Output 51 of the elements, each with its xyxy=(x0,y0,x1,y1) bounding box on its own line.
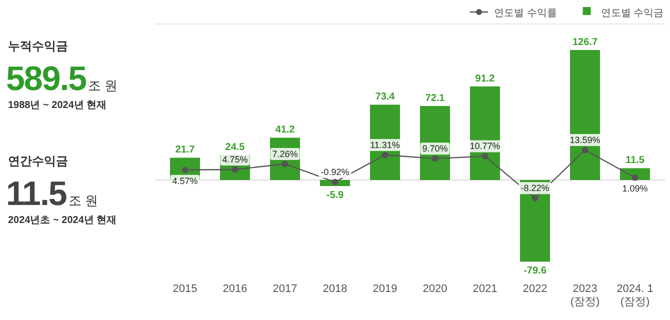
text: 조 원 xyxy=(88,78,118,93)
x-tick-label: 2018 xyxy=(322,283,348,295)
text: 589.5 xyxy=(6,60,86,98)
data-label: -8.22% xyxy=(520,183,550,194)
text: 11.5 xyxy=(6,175,66,213)
data-label: 11.5 xyxy=(626,155,645,166)
data-label: -0.92% xyxy=(320,167,350,178)
data-label: 91.2 xyxy=(475,73,496,84)
data-label: 24.5 xyxy=(225,142,246,153)
text: 조 원 xyxy=(68,193,98,208)
point xyxy=(332,178,338,186)
data-label: -79.6 xyxy=(524,266,547,277)
text: 연간수익금 xyxy=(8,154,68,168)
point xyxy=(632,174,638,181)
data-label: 21.7 xyxy=(175,144,196,156)
data-label: 1.09% xyxy=(622,184,648,194)
data-label: -5.9 xyxy=(326,190,344,202)
point xyxy=(482,153,488,160)
point xyxy=(432,155,438,162)
point xyxy=(282,160,288,168)
x-tick-label: 2020 xyxy=(422,283,448,295)
legend-label: 연도별 수익금 xyxy=(600,8,664,19)
data-label: 126.7 xyxy=(572,37,598,48)
data-label: 4.57% xyxy=(172,176,198,186)
text: 2024년초 ~ 2024년 현재 xyxy=(8,215,117,226)
x-tick-label: 2023 (잠정) xyxy=(570,283,600,308)
bar xyxy=(570,50,600,180)
point xyxy=(532,194,538,202)
text: 누적수익금 xyxy=(8,39,68,53)
data-label: 11.31% xyxy=(370,140,400,150)
x-tick-label: 2021 xyxy=(472,283,498,295)
data-label: 4.75% xyxy=(222,154,248,165)
point xyxy=(382,152,388,158)
data-label: 7.26% xyxy=(272,148,298,159)
x-tick-label: 2019 xyxy=(372,283,398,295)
data-label: 41.2 xyxy=(275,124,296,136)
data-label: 73.4 xyxy=(375,92,396,103)
point xyxy=(232,166,238,173)
x-tick-label: 2024. 1 (잠정) xyxy=(616,283,654,308)
x-tick-label: 2022 xyxy=(522,283,548,295)
data-label: 9.70% xyxy=(422,144,448,154)
data-label: 13.59% xyxy=(570,135,600,145)
data-label: 10.77% xyxy=(470,141,500,152)
x-tick-label: 2016 xyxy=(222,283,248,295)
point xyxy=(182,166,188,174)
data-label: 72.1 xyxy=(425,93,446,104)
text: 1988년 ~ 2024년 현재 xyxy=(8,100,107,111)
x-tick-label: 2017 xyxy=(272,283,298,295)
x-tick-label: 2015 xyxy=(172,283,198,295)
legend-label: 연도별 수익률 xyxy=(494,8,557,19)
point xyxy=(582,146,588,154)
